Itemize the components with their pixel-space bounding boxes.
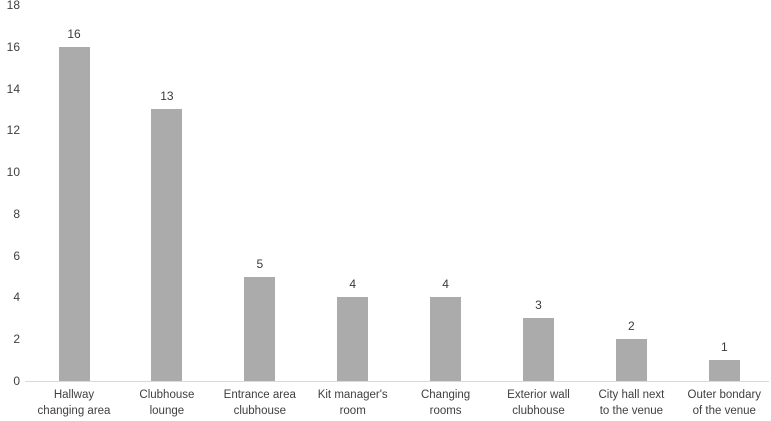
bar-value-label: 5	[256, 256, 264, 271]
bar-value-label: 3	[535, 298, 542, 313]
y-axis-tick-label: 6	[13, 248, 20, 263]
bar-1	[58, 46, 90, 381]
bar-value-label: 4	[349, 277, 357, 292]
y-axis-tick-label: 10	[6, 165, 20, 180]
bar-6	[523, 318, 554, 381]
y-axis-tick-label: 4	[13, 290, 20, 305]
bar-4	[337, 297, 369, 381]
bar-7	[615, 339, 647, 381]
bar-value-label: 13	[160, 89, 174, 104]
category-label: Kit manager's room	[317, 389, 388, 417]
category-label: Hallway changing area	[37, 389, 111, 417]
y-axis-tick-label: 12	[6, 123, 20, 138]
y-axis-tick-label: 2	[13, 332, 20, 347]
bar-value-label: 2	[628, 319, 635, 334]
bar-8	[708, 360, 740, 381]
bar-value-label: 4	[442, 277, 449, 292]
y-axis-tick-label: 0	[13, 374, 20, 388]
category-label: Exterior wall clubhouse	[507, 389, 570, 417]
bar-2	[151, 109, 183, 381]
y-axis-tick-label: 18	[6, 0, 20, 12]
bar-value-label: 16	[67, 26, 81, 41]
y-axis-tick-label: 16	[6, 39, 20, 54]
category-label: Entrance area clubhouse	[223, 389, 296, 417]
x-axis-line	[25, 381, 769, 382]
y-axis-tick-label: 8	[13, 206, 20, 221]
category-label: Outer bondary of the venue	[687, 389, 762, 417]
y-axis-tick-label: 14	[6, 81, 20, 96]
category-label: Changing rooms	[420, 389, 471, 417]
category-label: Clubhouse lounge	[139, 389, 195, 417]
bar-5	[430, 297, 462, 381]
bar-3	[244, 276, 276, 381]
category-label: City hall next to the venue	[598, 389, 665, 417]
bar-value-label: 1	[720, 340, 728, 355]
